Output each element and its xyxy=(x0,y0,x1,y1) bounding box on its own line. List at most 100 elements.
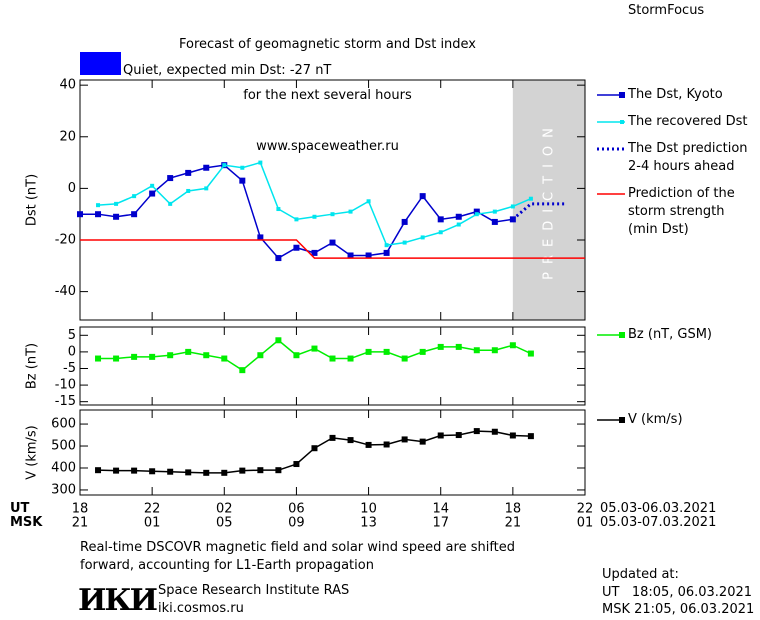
updated-label: Updated at: xyxy=(602,567,679,582)
prediction-label: PREDICTION xyxy=(541,120,556,280)
point xyxy=(293,352,300,359)
point xyxy=(185,169,192,176)
point xyxy=(186,188,191,193)
point xyxy=(240,165,245,170)
point xyxy=(347,252,354,259)
x-tick-label-msk: 01 xyxy=(577,516,594,531)
plot-frame xyxy=(79,326,586,406)
point xyxy=(366,199,371,204)
point xyxy=(294,217,299,222)
subtitle: for the next several hours xyxy=(243,88,412,103)
point xyxy=(347,437,354,444)
point xyxy=(239,367,246,374)
point xyxy=(131,211,138,218)
point xyxy=(168,201,173,206)
point xyxy=(455,213,462,220)
msk-range: 05.03-07.03.2021 xyxy=(600,515,717,530)
point xyxy=(114,201,119,206)
point xyxy=(437,343,444,350)
point xyxy=(167,175,174,182)
point xyxy=(491,218,498,225)
point xyxy=(131,467,138,474)
point xyxy=(95,211,102,218)
point xyxy=(96,203,101,208)
point xyxy=(455,432,462,439)
point xyxy=(401,436,408,443)
point xyxy=(257,352,264,359)
point xyxy=(113,213,120,220)
title: Forecast of geomagnetic storm and Dst in… xyxy=(178,37,477,52)
y-tick-label: -20 xyxy=(55,233,76,248)
point xyxy=(474,212,479,217)
y-tick-label: 20 xyxy=(59,129,76,144)
legend-label: The Dst, Kyoto xyxy=(628,87,723,102)
point xyxy=(275,337,282,344)
x-tick-label-msk: 21 xyxy=(72,516,89,531)
point xyxy=(95,467,102,474)
point xyxy=(293,461,300,468)
point xyxy=(257,234,264,241)
point xyxy=(365,348,372,355)
y-tick-label: 300 xyxy=(51,482,76,497)
point xyxy=(510,204,515,209)
legend-label: The recovered Dst xyxy=(628,114,748,129)
url: www.spaceweather.ru xyxy=(256,139,399,154)
x-tick-label: 22 xyxy=(577,502,594,517)
point xyxy=(491,347,498,354)
x-tick-label: 18 xyxy=(72,502,89,517)
point xyxy=(329,355,336,362)
point xyxy=(528,196,533,201)
point xyxy=(473,428,480,435)
series-line xyxy=(511,202,567,221)
series-line xyxy=(97,161,532,246)
y-tick-label: -10 xyxy=(55,378,76,393)
footer-note: Real-time DSCOVR magnetic field and sola… xyxy=(80,540,516,573)
point xyxy=(437,216,444,223)
ut-range: 05.03-06.03.2021 xyxy=(600,501,717,516)
point xyxy=(509,342,516,349)
y-axis-label: Dst (nT) xyxy=(25,174,40,226)
point xyxy=(365,441,372,448)
point xyxy=(311,249,318,256)
point xyxy=(383,249,390,256)
point xyxy=(401,218,408,225)
legend-label: The Dst prediction 2-4 hours ahead xyxy=(628,141,748,174)
x-tick-label-msk: 17 xyxy=(432,516,449,531)
point xyxy=(329,239,336,246)
y-axis-label: V (km/s) xyxy=(25,425,40,480)
point xyxy=(185,469,192,476)
legend-marker xyxy=(619,417,625,423)
point xyxy=(383,441,390,448)
x-tick-label: 18 xyxy=(505,502,522,517)
point xyxy=(275,467,282,474)
point xyxy=(276,207,281,212)
y-tick-label: 600 xyxy=(51,417,76,432)
point xyxy=(113,467,120,474)
y-tick-label: 0 xyxy=(68,344,76,359)
x-tick-label-msk: 13 xyxy=(360,516,377,531)
point xyxy=(293,244,300,251)
point xyxy=(167,468,174,475)
x-tick-label: 10 xyxy=(360,502,377,517)
point xyxy=(132,194,137,199)
point xyxy=(419,193,426,200)
y-tick-label: 5 xyxy=(68,328,76,343)
point xyxy=(384,243,389,248)
point xyxy=(438,230,443,235)
y-tick-label: 0 xyxy=(68,181,76,196)
legend-marker xyxy=(619,332,625,338)
y-axis-label: Bz (nT) xyxy=(25,343,40,389)
plot-frame xyxy=(79,79,586,321)
x-tick-label-msk: 05 xyxy=(216,516,233,531)
point xyxy=(113,355,120,362)
point xyxy=(77,211,83,218)
y-tick-label: 400 xyxy=(51,460,76,475)
y-tick-label: 500 xyxy=(51,439,76,454)
point xyxy=(149,190,156,197)
point xyxy=(239,177,246,184)
point xyxy=(419,438,426,445)
point xyxy=(204,186,209,191)
legend-label: V (km/s) xyxy=(628,412,683,427)
point xyxy=(239,467,246,474)
